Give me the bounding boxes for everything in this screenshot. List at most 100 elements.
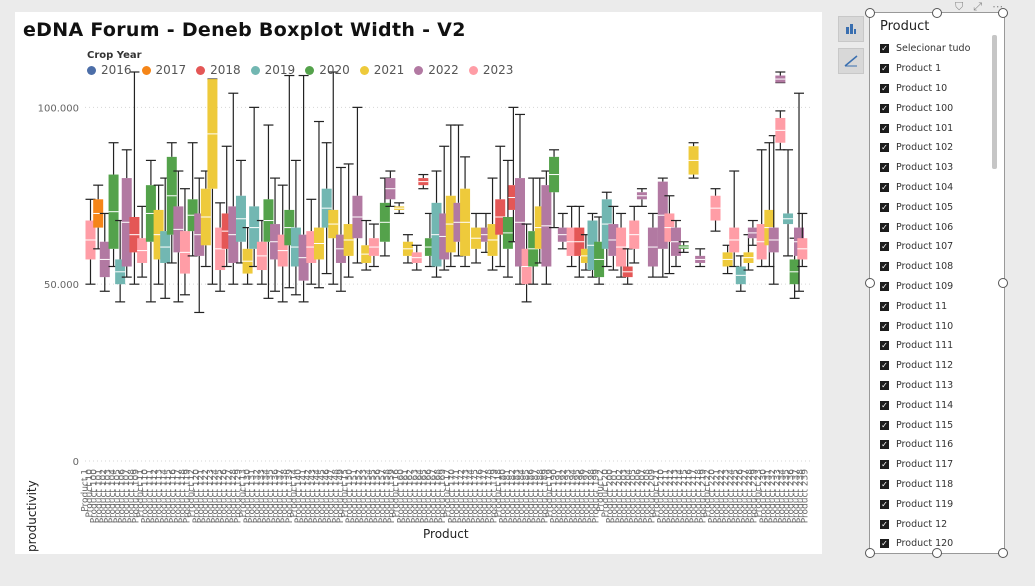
slicer-item[interactable]: ✓ Product 110 bbox=[880, 316, 998, 336]
checkbox-checked-icon[interactable]: ✓ bbox=[880, 281, 889, 291]
x-tick-label: Product 152 bbox=[355, 469, 365, 523]
checkbox-checked-icon[interactable]: ✓ bbox=[880, 420, 889, 430]
x-tick-label: Product 205 bbox=[629, 469, 639, 523]
checkbox-checked-icon[interactable]: ✓ bbox=[880, 321, 889, 331]
slicer-item[interactable]: ✓ Product 102 bbox=[880, 138, 998, 158]
checkbox-checked-icon[interactable]: ✓ bbox=[880, 163, 889, 173]
slicer-item-label: Product 117 bbox=[896, 459, 954, 471]
resize-handle[interactable] bbox=[865, 548, 875, 558]
slicer-item[interactable]: ✓ Product 120 bbox=[880, 534, 998, 554]
resize-handle[interactable] bbox=[865, 8, 875, 18]
focus-mode-icon[interactable]: ⤢ bbox=[973, 0, 983, 13]
checkbox-checked-icon[interactable]: ✓ bbox=[880, 380, 889, 390]
x-tick-label: Product 124 bbox=[210, 469, 220, 523]
slicer-item[interactable]: ✓ Product 11 bbox=[880, 296, 998, 316]
slicer-item-label: Product 10 bbox=[896, 82, 948, 94]
x-tick-label: Product 128 bbox=[229, 469, 239, 523]
legend-item[interactable]: 2018 bbox=[196, 63, 241, 77]
checkbox-checked-icon[interactable]: ✓ bbox=[880, 539, 889, 549]
legend-item[interactable]: 2020 bbox=[305, 63, 350, 77]
filter-icon[interactable]: ⛉ bbox=[955, 0, 964, 13]
resize-handle[interactable] bbox=[932, 548, 942, 558]
checkbox-checked-icon[interactable]: ✓ bbox=[880, 44, 889, 54]
slicer-list: ✓ Selecionar tudo ✓ Product 1 ✓ Product 10 ✓ Pr… bbox=[880, 39, 998, 554]
resize-handle[interactable] bbox=[932, 8, 942, 18]
x-tick-label: Product 214 bbox=[675, 469, 685, 523]
slicer-item[interactable]: ✓ Product 103 bbox=[880, 158, 998, 178]
x-tick-label: Product 179 bbox=[489, 469, 499, 523]
checkbox-checked-icon[interactable]: ✓ bbox=[880, 301, 889, 311]
slicer-item-label: Product 106 bbox=[896, 221, 954, 233]
x-tick-label: Product 159 bbox=[387, 469, 397, 523]
slicer-item[interactable]: ✓ Product 109 bbox=[880, 277, 998, 297]
resize-handle[interactable] bbox=[865, 278, 875, 288]
slicer-item[interactable]: ✓ Product 111 bbox=[880, 336, 998, 356]
slicer-item[interactable]: ✓ Product 114 bbox=[880, 395, 998, 415]
checkbox-checked-icon[interactable]: ✓ bbox=[880, 83, 889, 93]
slicer-item[interactable]: ✓ Selecionar tudo bbox=[880, 39, 998, 59]
legend-item[interactable]: 2016 bbox=[87, 63, 132, 77]
slicer-item-label: Product 120 bbox=[896, 538, 954, 550]
slicer-item[interactable]: ✓ Product 108 bbox=[880, 257, 998, 277]
legend-item[interactable]: 2022 bbox=[414, 63, 459, 77]
more-options-icon[interactable]: ⋯ bbox=[992, 0, 1004, 13]
analytics-button[interactable] bbox=[838, 48, 864, 74]
checkbox-checked-icon[interactable]: ✓ bbox=[880, 182, 889, 192]
resize-handle[interactable] bbox=[998, 548, 1008, 558]
slicer-item[interactable]: ✓ Product 104 bbox=[880, 178, 998, 198]
slicer-item[interactable]: ✓ Product 118 bbox=[880, 475, 998, 495]
legend-item[interactable]: 2021 bbox=[359, 63, 404, 77]
slicer-item[interactable]: ✓ Product 100 bbox=[880, 98, 998, 118]
slicer-item[interactable]: ✓ Product 105 bbox=[880, 197, 998, 217]
checkbox-checked-icon[interactable]: ✓ bbox=[880, 499, 889, 509]
slicer-item[interactable]: ✓ Product 106 bbox=[880, 217, 998, 237]
product-slicer[interactable]: Product ✓ Selecionar tudo ✓ Product 1 ✓ Produ… bbox=[869, 12, 1005, 554]
checkbox-checked-icon[interactable]: ✓ bbox=[880, 143, 889, 153]
checkbox-checked-icon[interactable]: ✓ bbox=[880, 460, 889, 470]
format-visual-button[interactable] bbox=[838, 16, 864, 42]
x-tick-label: Product 211 bbox=[661, 469, 671, 523]
checkbox-checked-icon[interactable]: ✓ bbox=[880, 103, 889, 113]
legend-item[interactable]: 2023 bbox=[468, 63, 513, 77]
slicer-item[interactable]: ✓ Product 117 bbox=[880, 455, 998, 475]
slicer-item[interactable]: ✓ Product 12 bbox=[880, 514, 998, 534]
x-tick-label: Product 103 bbox=[104, 469, 114, 523]
x-tick-label: Product 22 bbox=[703, 469, 713, 518]
slicer-item-label: Product 102 bbox=[896, 142, 954, 154]
resize-handle[interactable] bbox=[998, 278, 1008, 288]
checkbox-checked-icon[interactable]: ✓ bbox=[880, 361, 889, 371]
checkbox-checked-icon[interactable]: ✓ bbox=[880, 341, 889, 351]
slicer-item-label: Product 105 bbox=[896, 201, 954, 213]
slicer-item[interactable]: ✓ Product 10 bbox=[880, 79, 998, 99]
legend-swatch bbox=[305, 65, 315, 75]
legend-swatch bbox=[359, 65, 369, 75]
legend-item[interactable]: 2017 bbox=[141, 63, 187, 77]
slicer-item[interactable]: ✓ Product 116 bbox=[880, 435, 998, 455]
slicer-item[interactable]: ✓ Product 119 bbox=[880, 494, 998, 514]
checkbox-checked-icon[interactable]: ✓ bbox=[880, 123, 889, 133]
x-tick-label: Product 188 bbox=[536, 469, 546, 523]
legend-label: 2017 bbox=[155, 63, 187, 77]
x-tick-label: Product 216 bbox=[684, 469, 694, 523]
slicer-item[interactable]: ✓ Product 115 bbox=[880, 415, 998, 435]
slicer-item[interactable]: ✓ Product 112 bbox=[880, 356, 998, 376]
checkbox-checked-icon[interactable]: ✓ bbox=[880, 262, 889, 272]
checkbox-checked-icon[interactable]: ✓ bbox=[880, 440, 889, 450]
checkbox-checked-icon[interactable]: ✓ bbox=[880, 479, 889, 489]
x-tick-label: Product 199 bbox=[592, 469, 602, 523]
checkbox-checked-icon[interactable]: ✓ bbox=[880, 202, 889, 212]
checkbox-checked-icon[interactable]: ✓ bbox=[880, 400, 889, 410]
slicer-item[interactable]: ✓ Product 113 bbox=[880, 376, 998, 396]
checkbox-checked-icon[interactable]: ✓ bbox=[880, 222, 889, 232]
slicer-item[interactable]: ✓ Product 107 bbox=[880, 237, 998, 257]
checkbox-checked-icon[interactable]: ✓ bbox=[880, 242, 889, 252]
slicer-item[interactable]: ✓ Product 101 bbox=[880, 118, 998, 138]
checkbox-checked-icon[interactable]: ✓ bbox=[880, 64, 889, 74]
x-tick-label: Product 166 bbox=[424, 469, 434, 523]
legend-item[interactable]: 2019 bbox=[250, 63, 295, 77]
x-tick-label: Product 233 bbox=[773, 469, 783, 523]
slicer-scrollbar[interactable] bbox=[992, 35, 997, 169]
resize-handle[interactable] bbox=[998, 8, 1008, 18]
slicer-item[interactable]: ✓ Product 1 bbox=[880, 59, 998, 79]
checkbox-checked-icon[interactable]: ✓ bbox=[880, 519, 889, 529]
